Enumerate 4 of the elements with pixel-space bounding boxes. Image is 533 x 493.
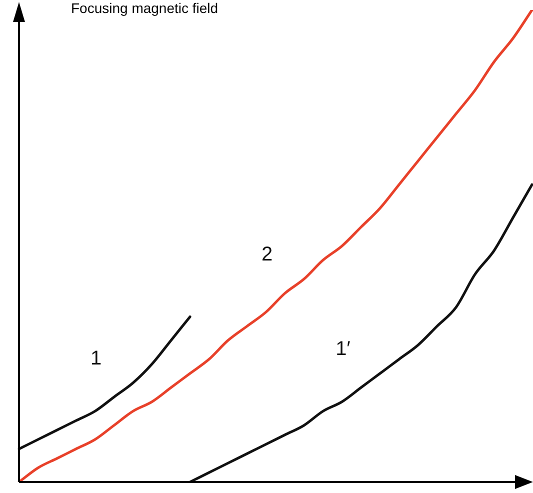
series-label: 1 <box>90 348 102 370</box>
series-label: 1′ <box>336 338 351 360</box>
series-label: 2 <box>261 244 273 266</box>
y-axis-title: Focusing magnetic field <box>71 0 218 16</box>
